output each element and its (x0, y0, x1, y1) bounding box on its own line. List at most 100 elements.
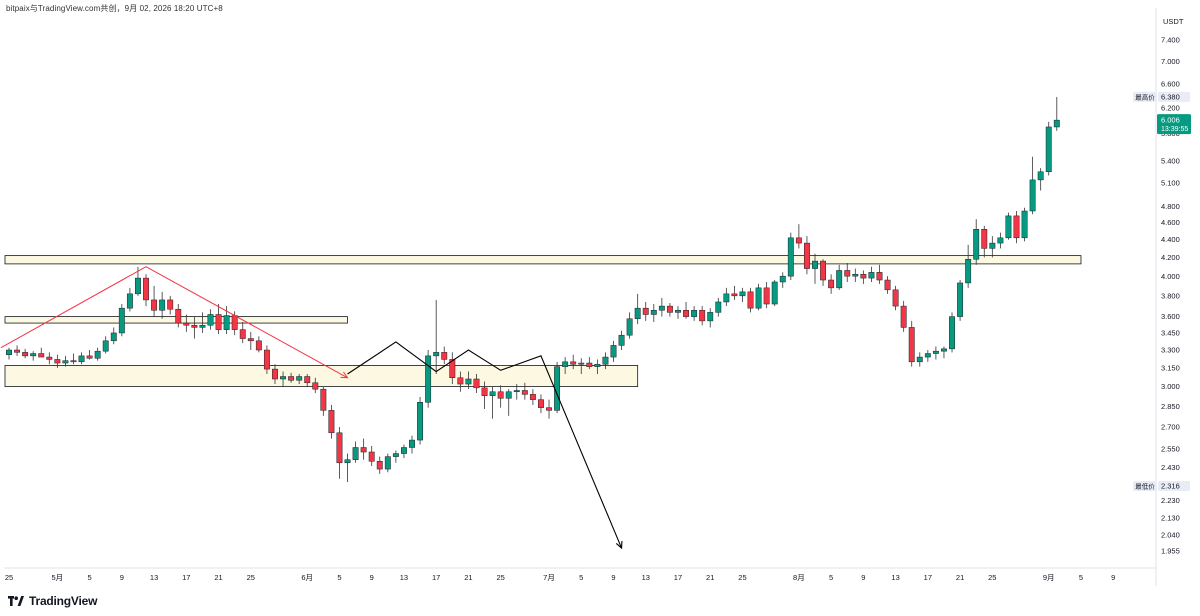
candle (304, 374, 311, 387)
candle-body (449, 359, 456, 379)
candle (110, 327, 117, 345)
candle (747, 287, 754, 313)
highest-price-label-text: 最高价 (1135, 93, 1155, 102)
candle (239, 321, 246, 344)
y-tick-label: 2.230 (1161, 496, 1180, 505)
candle (650, 304, 657, 322)
candle (272, 364, 278, 385)
lowest-price-label-box (1158, 480, 1190, 491)
candle (312, 377, 319, 394)
time-axis: 25 5月 5 9 13 17 21 25 6月 5 9 13 17 21 25 7月 5 9 13 17 21 25 8月… (4, 567, 1156, 582)
candle (481, 381, 488, 410)
candle-body (957, 282, 964, 317)
candle-body (594, 363, 601, 367)
candle (932, 346, 939, 360)
candle (46, 352, 53, 365)
candle (1045, 121, 1052, 176)
x-tick-label: 17 (432, 573, 440, 582)
candle-body (481, 387, 488, 396)
candle-body (529, 394, 536, 400)
y-tick-label: 7.400 (1161, 36, 1180, 45)
candle-body (183, 322, 190, 326)
candle-body (755, 287, 762, 309)
candle-body (497, 391, 504, 399)
candle (546, 399, 552, 419)
candle-body (272, 368, 278, 380)
y-tick-label: 3.600 (1161, 312, 1180, 321)
candle-body (70, 360, 77, 363)
candle-body (868, 272, 875, 279)
candle-body (433, 352, 440, 357)
candle (997, 232, 1004, 249)
candle (191, 316, 198, 339)
candle (183, 314, 190, 332)
candle-body (6, 349, 12, 355)
y-tick-label: 4.800 (1161, 202, 1180, 211)
tradingview-logo[interactable]: TradingView (8, 594, 97, 608)
candle (457, 371, 464, 392)
candle-body (167, 299, 174, 310)
candle-body (280, 376, 286, 380)
candle-body (578, 362, 585, 365)
candle (562, 357, 569, 375)
candle (634, 293, 641, 325)
candle (215, 304, 222, 335)
x-tick-label: 9 (370, 573, 374, 582)
candle (941, 346, 947, 359)
candle-body (352, 447, 359, 460)
candle-body (143, 277, 149, 301)
candle (384, 453, 391, 473)
x-tick-label: 5 (337, 573, 341, 582)
candle-body (836, 270, 843, 289)
candle-body (562, 361, 569, 367)
candle (820, 259, 827, 286)
candle-body (505, 391, 512, 399)
candle (417, 396, 424, 445)
candle-body (46, 356, 53, 360)
candle (143, 274, 149, 307)
candle (344, 453, 351, 482)
candle-body (199, 324, 206, 328)
candle (441, 346, 448, 365)
candle (207, 309, 214, 330)
candle-body (62, 360, 69, 364)
candle-body (376, 460, 383, 470)
x-tick-label: 9 (861, 573, 865, 582)
candle (425, 350, 432, 408)
candle-body (973, 228, 980, 260)
candle-body (191, 324, 198, 328)
candle (924, 350, 931, 362)
candle (803, 236, 810, 275)
candle (489, 386, 496, 419)
candle-body (739, 291, 746, 297)
candle (965, 244, 972, 288)
candle-body (586, 362, 593, 367)
candle (868, 266, 875, 282)
x-tick-label: 13 (891, 573, 899, 582)
y-tick-label: 1.955 (1161, 547, 1180, 556)
candle-body (457, 377, 464, 385)
x-tick-label: 13 (642, 573, 650, 582)
candle (844, 262, 851, 282)
candle (1029, 156, 1036, 215)
candle-body (14, 349, 21, 353)
candle (521, 382, 528, 400)
candle (876, 264, 883, 284)
candle-body (924, 353, 931, 358)
candle-body (981, 228, 988, 249)
x-tick-label: 9月 (1043, 573, 1055, 582)
candle-body (820, 260, 827, 281)
y-tick-label: 6.200 (1161, 104, 1180, 113)
candle-body (828, 279, 835, 289)
candle-body (465, 378, 472, 385)
candle-body (1053, 119, 1060, 128)
candle (949, 312, 955, 353)
candle-body (102, 340, 109, 352)
candle (360, 438, 367, 460)
candle (409, 435, 415, 454)
candle-body (441, 352, 448, 360)
x-tick-label: 7月 (543, 573, 555, 582)
candle (22, 348, 29, 359)
